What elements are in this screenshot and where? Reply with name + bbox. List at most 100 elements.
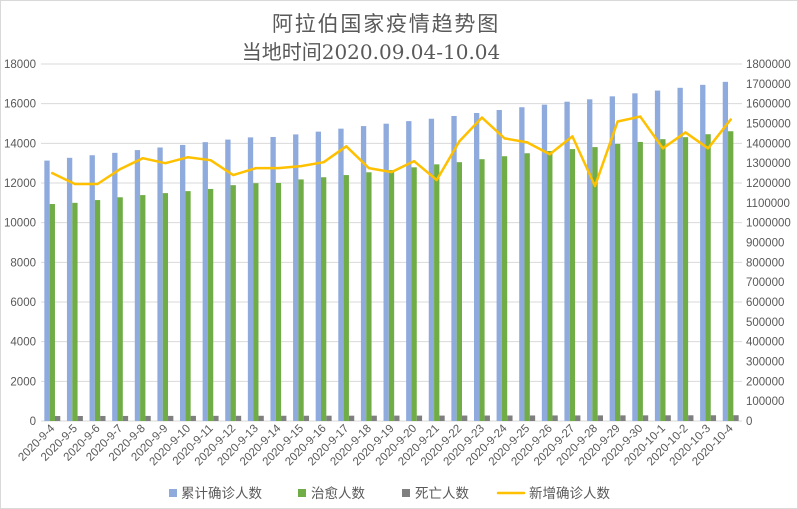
recovered-bar [682,137,689,421]
cumulative-confirmed-bar [157,147,163,421]
legend-item-recovered: 治愈人数 [298,486,365,502]
deaths-bar [642,415,649,421]
recovered-bar [185,191,191,421]
new-cases-point [186,156,190,159]
y-left-tick-label: 16000 [4,99,36,111]
cumulative-confirmed-bar [700,84,706,421]
new-cases-point [661,147,665,150]
cumulative-confirmed-bar [519,107,525,421]
y-right-tick-label: 1300000 [746,158,791,170]
legend-swatch-cumulative-confirmed [169,489,177,497]
deaths-bar [394,415,400,421]
y-left-tick-label: 18000 [4,59,36,71]
y-right-tick-label: 1700000 [746,79,791,91]
deaths-bar [688,415,694,421]
y-right-tick-label: 1100000 [746,198,790,210]
y-right-tick-label: 1400000 [746,138,791,150]
new-cases-point [616,120,619,123]
deaths-bar [145,415,151,421]
deaths-bar [326,415,332,421]
deaths-bar [529,415,536,421]
recovered-bar [253,183,259,421]
deaths-bar [439,415,445,421]
y-left-tick-label: 8000 [10,257,36,269]
y-right-tick-label: 600000 [746,297,784,309]
y-right-tick-label: 0 [746,416,752,428]
cumulative-confirmed-bar [541,104,548,422]
cumulative-confirmed-bar [270,136,276,421]
new-cases-point [593,184,597,188]
deaths-bar [507,415,513,421]
recovered-bar [524,153,530,421]
recovered-bar [366,172,372,421]
cumulative-confirmed-bar [112,152,118,421]
y-left-tick-label: 10000 [4,218,36,230]
recovered-bar [140,195,146,421]
y-right-tick-label: 1500000 [746,119,791,131]
cumulative-confirmed-bar [564,101,570,421]
recovered-bar [614,143,621,421]
cumulative-confirmed-bar [406,121,412,422]
new-cases-point [118,167,122,171]
y-right-tick-label: 900000 [746,238,784,250]
new-cases-point [254,166,258,170]
cumulative-confirmed-bar [202,142,208,422]
deaths-bar [416,415,423,421]
new-cases-point [706,147,710,150]
legend-label-new-cases: 新增确诊人数 [529,486,610,502]
new-cases-point [571,135,574,138]
y-left-tick-label: 0 [30,416,36,428]
deaths-bar [484,415,490,421]
recovered-bar [162,193,169,421]
new-cases-point [458,140,461,143]
new-cases-point [525,141,529,144]
cumulative-confirmed-bar [315,131,322,422]
deaths-bar [575,415,581,421]
cumulative-confirmed-bar [632,93,638,421]
deaths-bar [348,415,355,421]
new-cases-point [299,164,303,168]
deaths-bar [710,415,717,421]
new-cases-point [548,153,551,156]
new-cases-point [164,161,167,165]
recovered-bar [94,200,101,421]
legend-item-new-cases: 新增确诊人数 [496,486,610,502]
new-cases-point [367,166,371,170]
legend-label-recovered: 治愈人数 [311,486,365,502]
cumulative-confirmed-bar [44,160,50,422]
y-right-tick-label: 500000 [746,317,784,329]
deaths-bar [190,415,196,421]
cumulative-confirmed-bar [428,118,435,422]
bar-series [44,81,739,422]
new-cases-point [435,178,438,182]
y-right-tick-label: 1200000 [746,178,791,190]
new-cases-point [232,173,235,177]
cumulative-confirmed-bar [677,87,683,422]
recovered-bar [411,167,417,421]
y-right-tick-label: 700000 [746,277,784,289]
recovered-bar [705,134,711,421]
deaths-bar [552,415,558,421]
legend-item-deaths: 死亡人数 [402,486,469,502]
cumulative-confirmed-bar [496,110,502,421]
recovered-bar [230,185,236,421]
deaths-bar [235,415,242,421]
cumulative-confirmed-bar [722,81,729,421]
legend-label-deaths: 死亡人数 [415,486,469,502]
deaths-bar [258,415,264,421]
legend-swatch-recovered [298,489,306,497]
recovered-bar [728,131,734,422]
cumulative-confirmed-bar [383,123,389,421]
deaths-bar [665,415,671,421]
recovered-bar [479,159,485,421]
y-left-tick-label: 4000 [10,337,36,349]
cumulative-confirmed-bar [473,112,480,421]
chart-title: 阿拉伯国家疫情趋势图 [272,12,500,36]
new-cases-point [73,182,77,186]
cumulative-confirmed-bar [66,157,73,422]
cumulative-confirmed-bar [293,134,299,422]
recovered-bar [49,204,55,421]
new-cases-point [412,159,416,163]
cumulative-confirmed-bar [451,115,457,422]
deaths-bar [303,415,310,421]
